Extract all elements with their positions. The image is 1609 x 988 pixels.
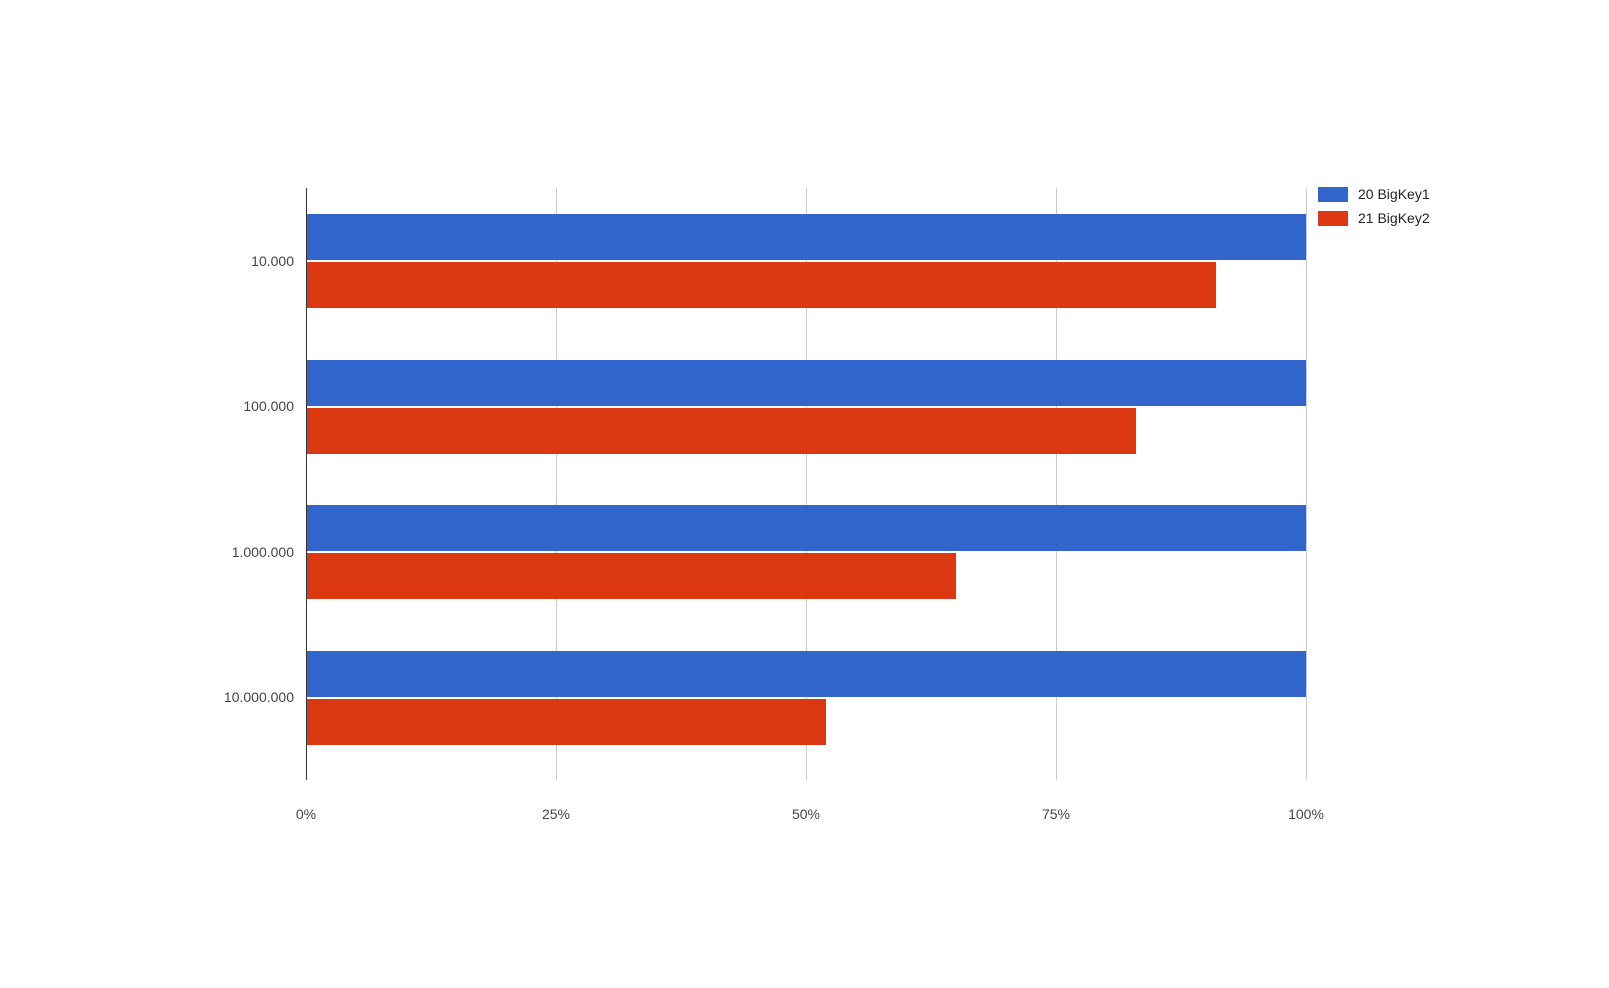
axis-baseline (306, 188, 307, 780)
legend-color-swatch (1318, 211, 1348, 226)
x-tick-label: 25% (541, 806, 571, 822)
bar-20-bigkey1-100-000[interactable] (306, 359, 1306, 406)
bar-20-bigkey1-10-000-000[interactable] (306, 650, 1306, 697)
bar-21-bigkey2-100-000[interactable] (306, 407, 1136, 454)
bar-21-bigkey2-1-000-000[interactable] (306, 553, 956, 599)
plot-area (306, 188, 1307, 780)
legend-item-20-bigkey1: 20 BigKey1 (1318, 187, 1430, 202)
category-label: 1.000.000 (231, 543, 294, 560)
gridline (806, 188, 807, 780)
legend-color-swatch (1318, 187, 1348, 202)
x-axis-labels: 0% 25% 50% 75% 100% (0, 806, 1609, 826)
legend-label: 20 BigKey1 (1358, 186, 1430, 202)
x-tick-label: 100% (1288, 806, 1324, 822)
bar-21-bigkey2-10-000-000[interactable] (306, 698, 826, 745)
category-label: 10.000.000 (223, 689, 294, 706)
legend-label: 21 BigKey2 (1358, 210, 1430, 226)
gridline (556, 188, 557, 780)
x-tick-label: 50% (791, 806, 821, 822)
category-label: 100.000 (243, 398, 294, 415)
bar-21-bigkey2-10-000[interactable] (306, 262, 1216, 308)
category-label: 10.000 (251, 252, 294, 269)
gridline (1306, 188, 1307, 780)
x-tick-label: 75% (1041, 806, 1071, 822)
x-tick-label: 0% (295, 806, 317, 822)
bar-20-bigkey1-1-000-000[interactable] (306, 505, 1306, 551)
y-axis-labels: 10.000 100.000 1.000.000 10.000.000 (0, 188, 294, 770)
chart-legend: 20 BigKey1 21 BigKey2 (1318, 187, 1430, 226)
legend-item-21-bigkey2: 21 BigKey2 (1318, 211, 1430, 226)
bar-20-bigkey1-10-000[interactable] (306, 214, 1306, 260)
gridline (1056, 188, 1057, 780)
